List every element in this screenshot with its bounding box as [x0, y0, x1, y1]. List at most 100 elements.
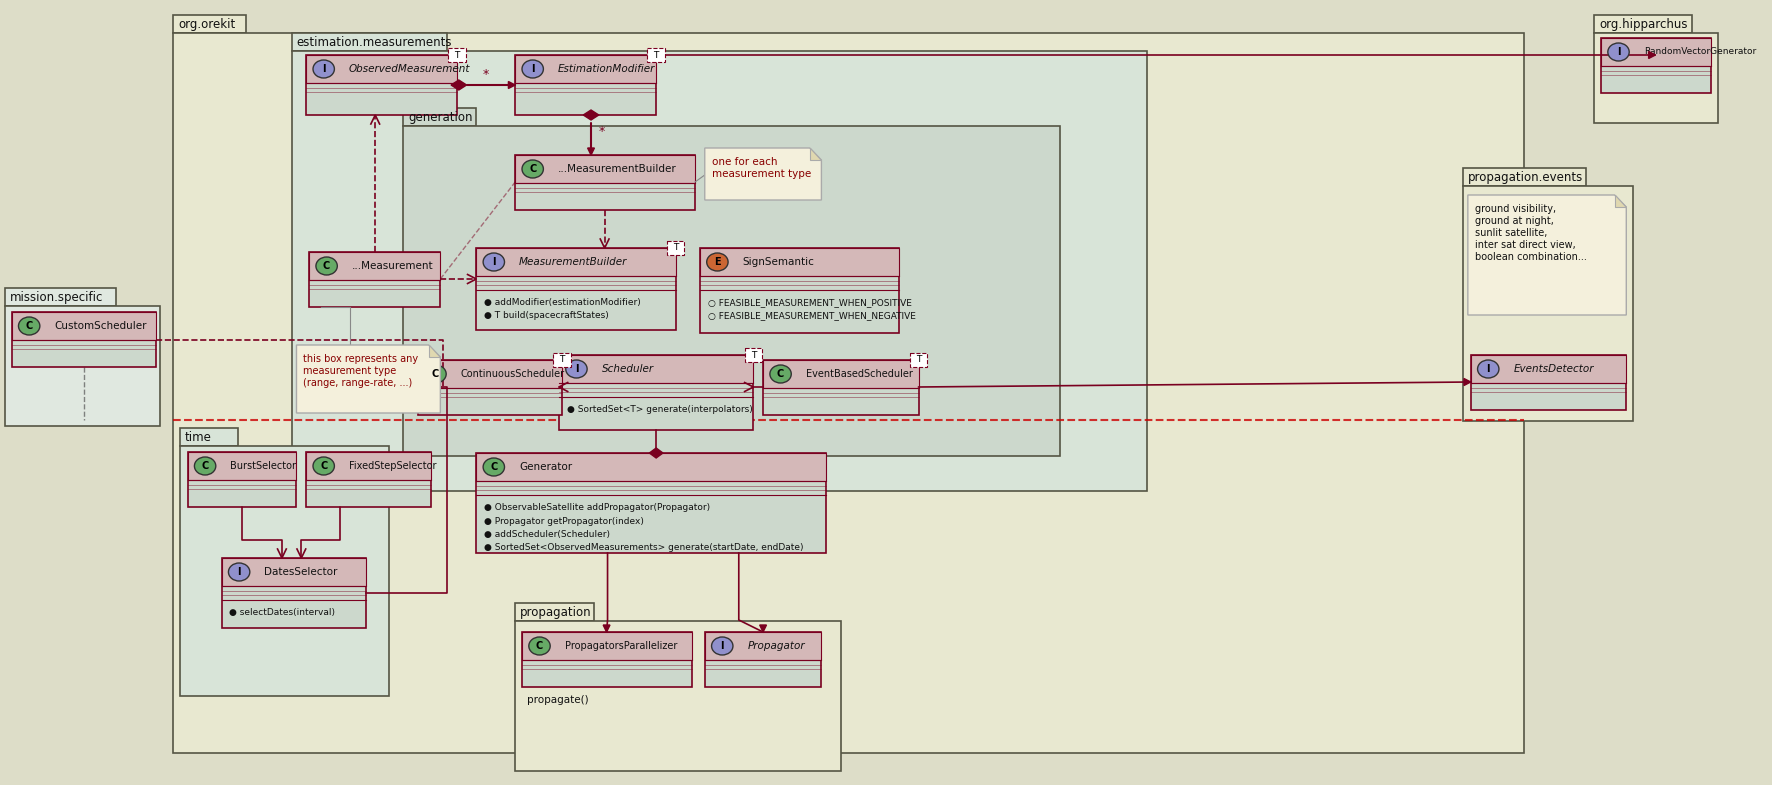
- Text: propagation: propagation: [519, 606, 592, 619]
- FancyBboxPatch shape: [909, 353, 927, 367]
- FancyBboxPatch shape: [744, 348, 762, 362]
- FancyBboxPatch shape: [516, 621, 842, 771]
- Text: ● addModifier(estimationModifier): ● addModifier(estimationModifier): [484, 298, 641, 308]
- FancyBboxPatch shape: [404, 108, 477, 126]
- FancyBboxPatch shape: [307, 55, 457, 115]
- Ellipse shape: [707, 253, 728, 271]
- FancyBboxPatch shape: [516, 155, 695, 210]
- FancyBboxPatch shape: [516, 603, 594, 621]
- Text: C: C: [202, 461, 209, 471]
- Polygon shape: [588, 148, 594, 155]
- FancyBboxPatch shape: [523, 632, 693, 687]
- Text: I: I: [237, 567, 241, 577]
- Text: EstimationModifier: EstimationModifier: [558, 64, 656, 74]
- FancyBboxPatch shape: [179, 428, 237, 446]
- Text: ObservedMeasurement: ObservedMeasurement: [349, 64, 471, 74]
- FancyBboxPatch shape: [12, 312, 156, 340]
- FancyBboxPatch shape: [174, 33, 1524, 753]
- FancyBboxPatch shape: [292, 33, 447, 51]
- Text: I: I: [323, 64, 326, 74]
- Polygon shape: [452, 80, 466, 90]
- FancyBboxPatch shape: [477, 453, 826, 481]
- Text: ContinuousScheduler: ContinuousScheduler: [461, 369, 565, 379]
- Text: ...MeasurementBuilder: ...MeasurementBuilder: [558, 164, 677, 174]
- FancyBboxPatch shape: [307, 452, 431, 480]
- FancyBboxPatch shape: [764, 360, 918, 388]
- Text: ● Propagator getPropagator(index): ● Propagator getPropagator(index): [484, 517, 643, 525]
- Text: one for each: one for each: [712, 157, 778, 167]
- Text: Scheduler: Scheduler: [602, 364, 654, 374]
- Text: ● SortedSet<ObservedMeasurements> generate(startDate, endDate): ● SortedSet<ObservedMeasurements> genera…: [484, 542, 803, 552]
- Ellipse shape: [565, 360, 587, 378]
- FancyBboxPatch shape: [1464, 186, 1634, 421]
- FancyBboxPatch shape: [1595, 33, 1717, 123]
- FancyBboxPatch shape: [1471, 355, 1627, 383]
- FancyBboxPatch shape: [516, 55, 656, 115]
- Text: T: T: [916, 356, 921, 364]
- FancyBboxPatch shape: [553, 353, 571, 367]
- Text: generation: generation: [408, 111, 473, 124]
- Text: C: C: [776, 369, 785, 379]
- Ellipse shape: [528, 637, 549, 655]
- Ellipse shape: [523, 160, 544, 178]
- FancyBboxPatch shape: [222, 558, 365, 586]
- FancyBboxPatch shape: [1464, 168, 1586, 186]
- FancyBboxPatch shape: [292, 51, 1146, 491]
- FancyBboxPatch shape: [307, 55, 457, 83]
- FancyBboxPatch shape: [418, 360, 562, 388]
- Text: ground visibility,: ground visibility,: [1474, 204, 1556, 214]
- Polygon shape: [429, 345, 441, 357]
- Ellipse shape: [712, 637, 734, 655]
- Text: T: T: [454, 50, 459, 60]
- Text: ● T build(spacecraftStates): ● T build(spacecraftStates): [484, 312, 610, 320]
- Text: ground at night,: ground at night,: [1474, 216, 1554, 226]
- Text: boolean combination...: boolean combination...: [1474, 252, 1586, 262]
- FancyBboxPatch shape: [516, 55, 656, 83]
- Text: measurement type: measurement type: [303, 366, 397, 376]
- FancyBboxPatch shape: [647, 48, 664, 62]
- FancyBboxPatch shape: [5, 306, 161, 426]
- FancyBboxPatch shape: [174, 15, 246, 33]
- Polygon shape: [705, 148, 822, 200]
- Text: E: E: [714, 257, 721, 267]
- Polygon shape: [760, 625, 767, 632]
- Text: ● addScheduler(Scheduler): ● addScheduler(Scheduler): [484, 530, 610, 539]
- Text: sunlit satellite,: sunlit satellite,: [1474, 228, 1547, 238]
- Text: I: I: [1487, 364, 1490, 374]
- Text: C: C: [25, 321, 34, 331]
- Polygon shape: [602, 625, 610, 632]
- Ellipse shape: [1607, 43, 1628, 61]
- Text: PropagatorsParallelizer: PropagatorsParallelizer: [565, 641, 677, 651]
- Polygon shape: [1648, 52, 1655, 59]
- FancyBboxPatch shape: [558, 355, 753, 383]
- Text: C: C: [323, 261, 330, 271]
- Text: *: *: [599, 125, 604, 138]
- Text: ● ObservableSatellite addPropagator(Propagator): ● ObservableSatellite addPropagator(Prop…: [484, 503, 711, 513]
- Text: inter sat direct view,: inter sat direct view,: [1474, 240, 1575, 250]
- Polygon shape: [1464, 378, 1471, 385]
- FancyBboxPatch shape: [1595, 15, 1692, 33]
- FancyBboxPatch shape: [764, 360, 918, 415]
- FancyBboxPatch shape: [179, 446, 388, 696]
- Text: DatesSelector: DatesSelector: [264, 567, 338, 577]
- Text: FixedStepSelector: FixedStepSelector: [349, 461, 436, 471]
- FancyBboxPatch shape: [558, 355, 753, 430]
- Text: BurstSelector: BurstSelector: [230, 461, 296, 471]
- Text: C: C: [491, 462, 498, 472]
- Text: MeasurementBuilder: MeasurementBuilder: [519, 257, 627, 267]
- Ellipse shape: [314, 457, 335, 475]
- Text: *: *: [484, 68, 489, 81]
- Ellipse shape: [769, 365, 792, 383]
- Text: I: I: [532, 64, 535, 74]
- FancyBboxPatch shape: [477, 248, 675, 330]
- FancyBboxPatch shape: [418, 360, 562, 415]
- Text: T: T: [560, 356, 565, 364]
- FancyBboxPatch shape: [1471, 355, 1627, 410]
- Polygon shape: [296, 345, 441, 413]
- FancyBboxPatch shape: [700, 248, 898, 276]
- Text: org.hipparchus: org.hipparchus: [1598, 18, 1687, 31]
- FancyBboxPatch shape: [222, 558, 365, 628]
- Ellipse shape: [1478, 360, 1499, 378]
- Polygon shape: [1467, 195, 1627, 315]
- Text: SignSemantic: SignSemantic: [742, 257, 815, 267]
